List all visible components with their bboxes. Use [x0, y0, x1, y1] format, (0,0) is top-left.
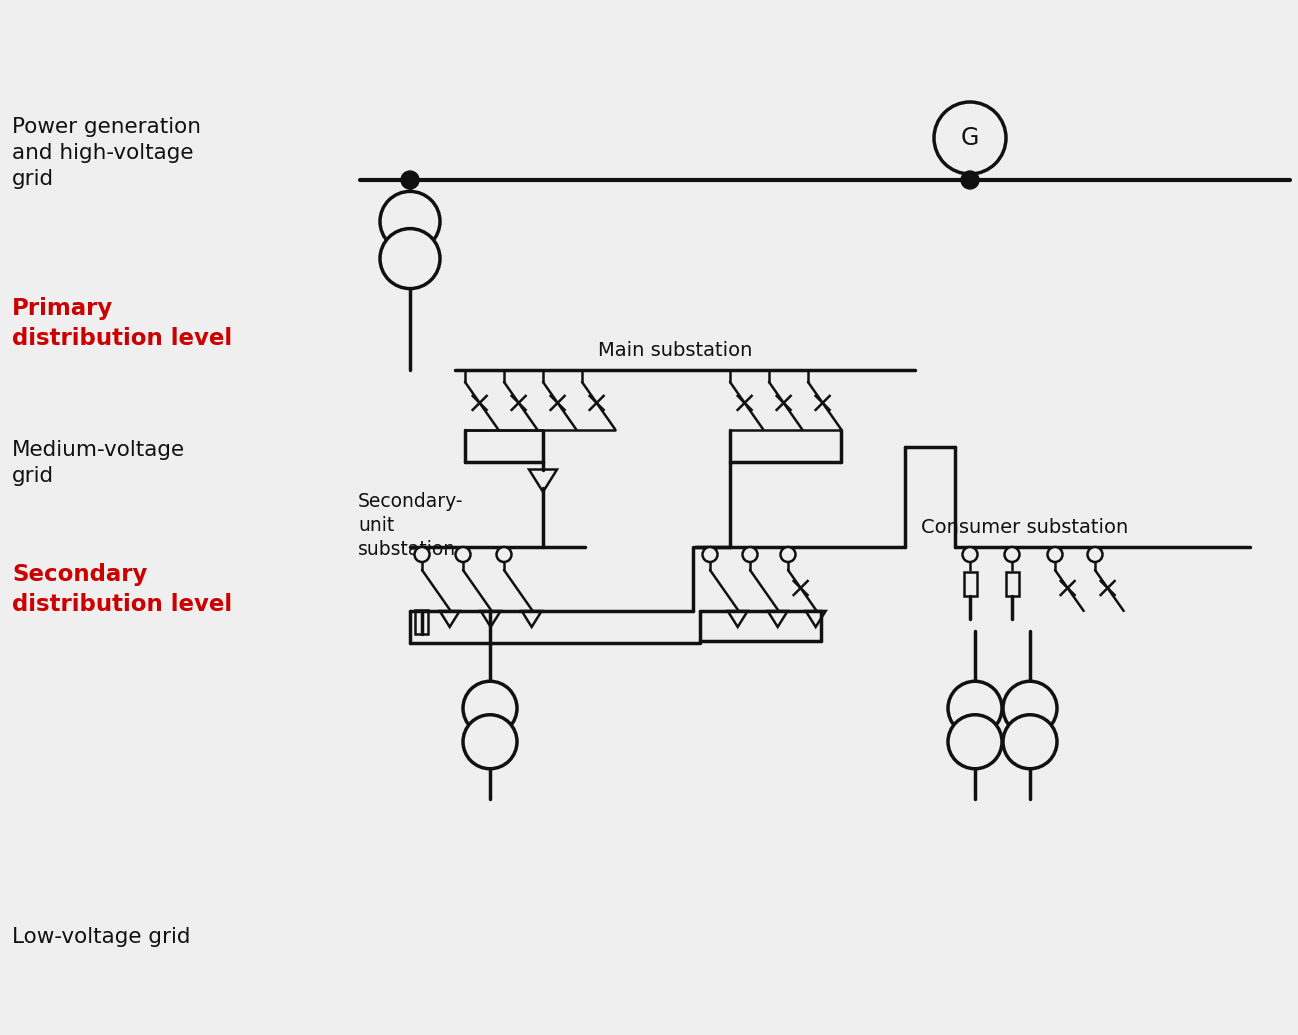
- Circle shape: [1003, 715, 1057, 769]
- Bar: [963, 572, 976, 596]
- Circle shape: [1003, 681, 1057, 735]
- Circle shape: [780, 548, 796, 562]
- Circle shape: [702, 548, 718, 562]
- Circle shape: [401, 171, 419, 189]
- Bar: [1006, 572, 1019, 596]
- Circle shape: [963, 548, 977, 562]
- Bar: [415, 610, 428, 634]
- Circle shape: [456, 548, 470, 562]
- Circle shape: [1047, 548, 1063, 562]
- Circle shape: [935, 102, 1006, 174]
- Circle shape: [463, 715, 517, 769]
- Circle shape: [1088, 548, 1102, 562]
- Text: Low-voltage grid: Low-voltage grid: [12, 927, 191, 947]
- Circle shape: [742, 548, 758, 562]
- Text: Secondary-
unit
substation: Secondary- unit substation: [358, 492, 463, 560]
- Circle shape: [1005, 548, 1019, 562]
- Circle shape: [380, 191, 440, 252]
- Text: Power generation
and high-voltage
grid: Power generation and high-voltage grid: [12, 117, 201, 189]
- Text: Main substation: Main substation: [598, 341, 752, 360]
- Circle shape: [380, 229, 440, 289]
- Text: Secondary
distribution level: Secondary distribution level: [12, 563, 232, 616]
- Text: Primary
distribution level: Primary distribution level: [12, 297, 232, 350]
- Circle shape: [497, 548, 511, 562]
- Text: Medium-voltage
grid: Medium-voltage grid: [12, 440, 186, 486]
- Circle shape: [414, 548, 430, 562]
- Text: Consumer substation: Consumer substation: [922, 518, 1129, 537]
- Circle shape: [463, 681, 517, 735]
- Text: G: G: [961, 126, 979, 150]
- Circle shape: [948, 715, 1002, 769]
- Circle shape: [961, 171, 979, 189]
- Circle shape: [948, 681, 1002, 735]
